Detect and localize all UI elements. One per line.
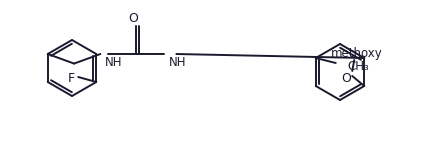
Text: O: O bbox=[128, 12, 138, 25]
Text: NH: NH bbox=[170, 56, 187, 68]
Text: methoxy: methoxy bbox=[332, 46, 383, 59]
Text: NH: NH bbox=[105, 56, 123, 68]
Text: O: O bbox=[341, 72, 351, 84]
Text: F: F bbox=[68, 72, 75, 84]
Text: CH₃: CH₃ bbox=[348, 59, 369, 73]
